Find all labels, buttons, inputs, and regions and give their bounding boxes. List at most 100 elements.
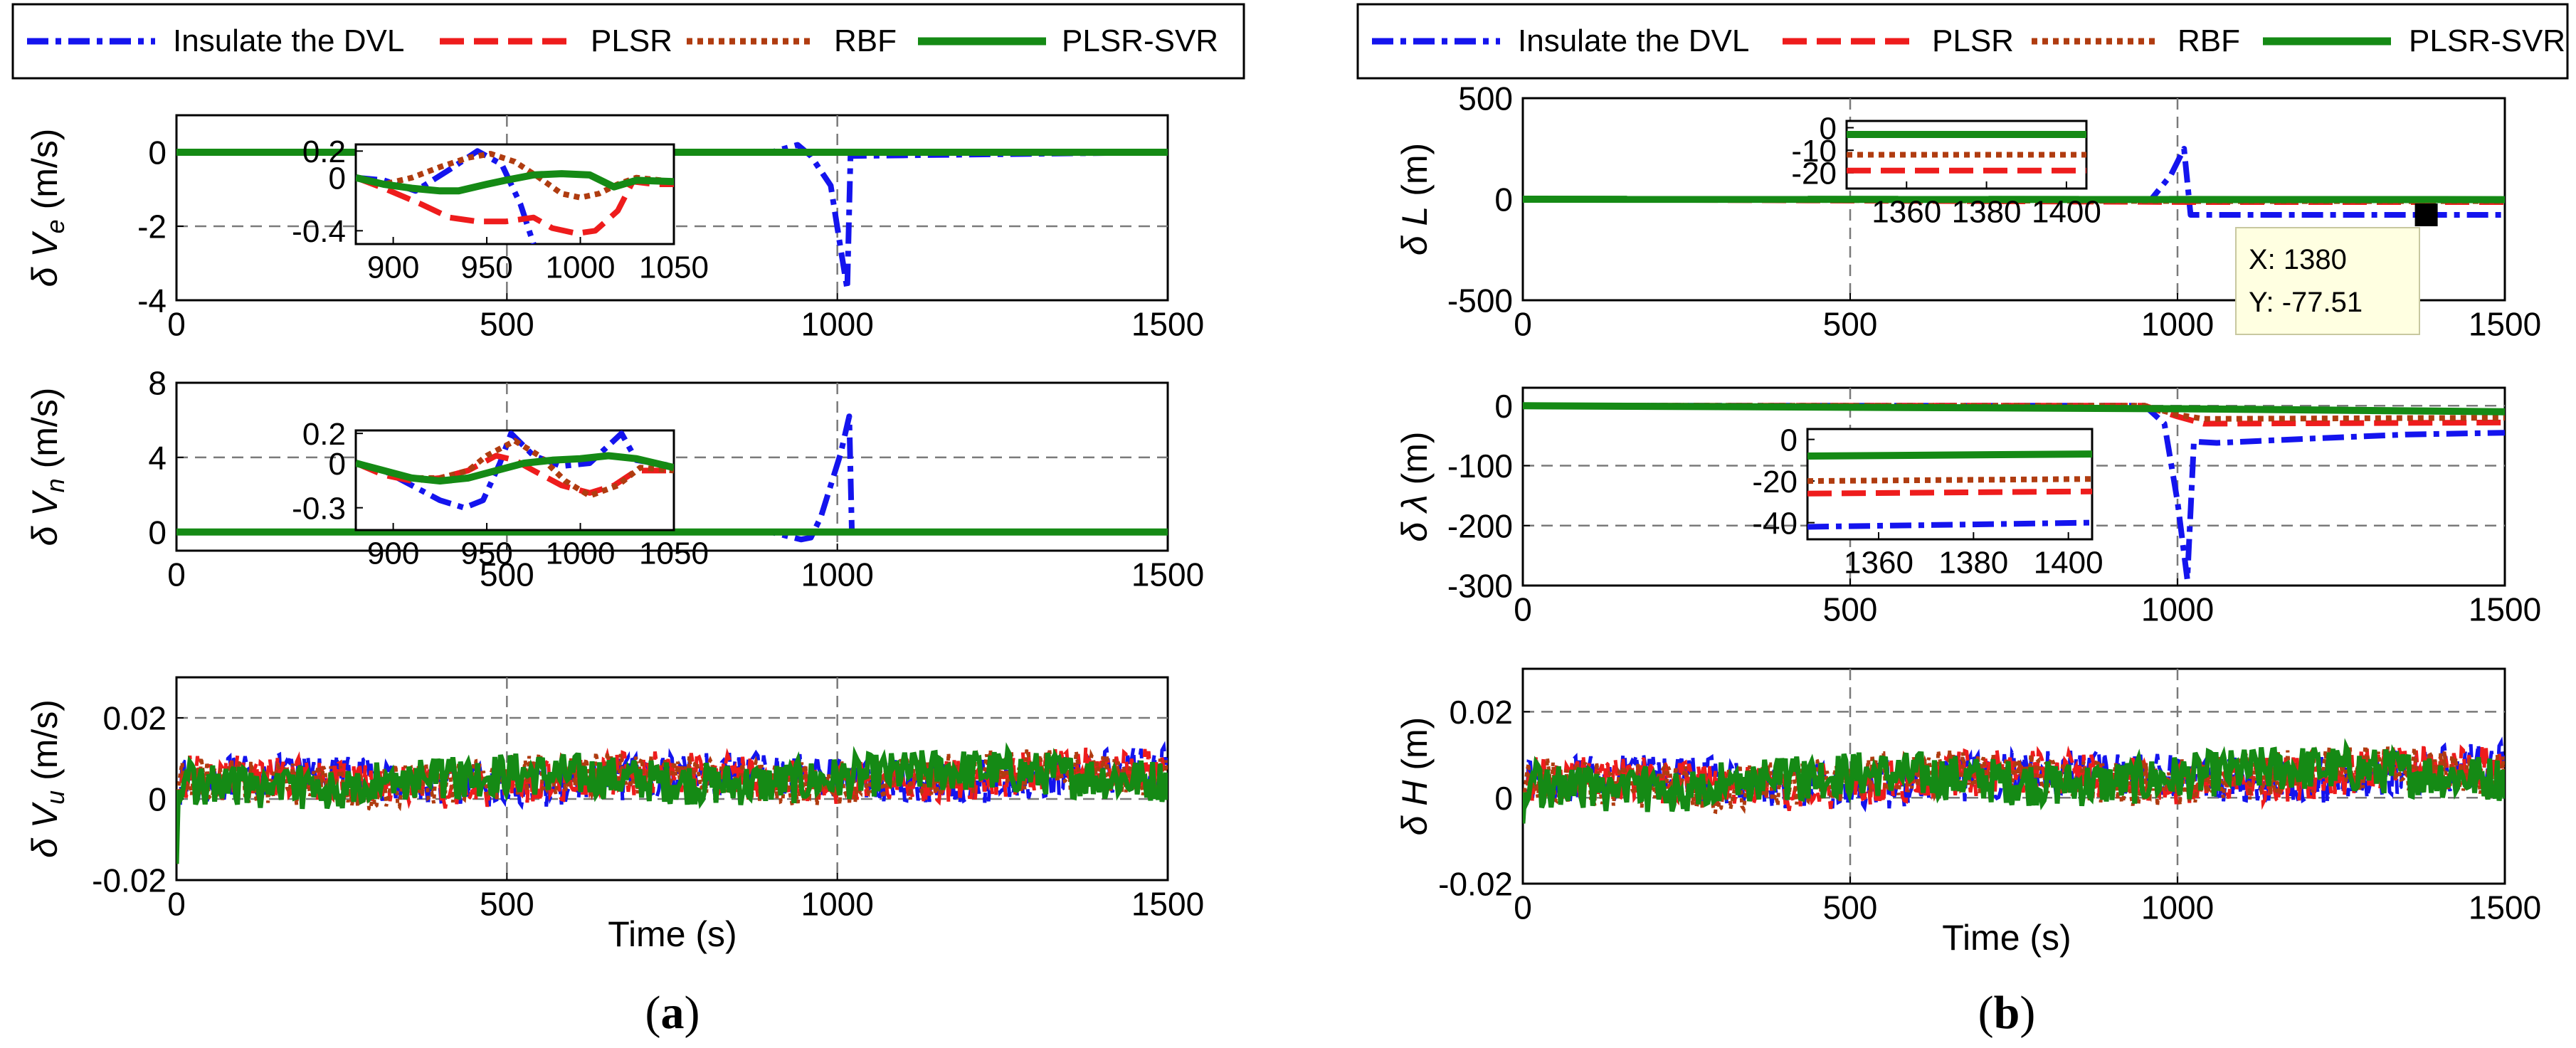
chart-a2-ytick-label: 4: [148, 439, 167, 476]
x-axis-title-a: Time (s): [608, 914, 737, 954]
chart-b1-inset-xtick-label: 1380: [1952, 195, 2022, 230]
chart-b2-inset-series-rbf: [1807, 476, 2092, 485]
chart-b1-datatip-box[interactable]: [2235, 227, 2420, 335]
legend-b: Insulate the DVL PLSR RBF PLSR-SVR: [1356, 3, 2569, 80]
chart-a2-xtick-label: 500: [480, 556, 534, 593]
chart-b2-series-rbf: [1523, 403, 2505, 422]
chart-a1-inset-series-plsr: [356, 174, 674, 237]
chart-b3-xtick-label: 1000: [2141, 889, 2214, 926]
chart-b1-inset-ytick-label: -10: [1791, 134, 1837, 169]
panel-label-a: (a): [645, 987, 700, 1039]
chart-b3-xtick-label: 0: [1514, 889, 1532, 926]
chart-b1-inset-ytick-label: 0: [1820, 111, 1837, 146]
chart-b2-ytick-label: -200: [1447, 507, 1513, 544]
panel-label-b: (b): [1978, 987, 2036, 1039]
chart-b2-inset-xtick-label: 1400: [2034, 546, 2103, 581]
chart-b3-ytick-label: 0: [1494, 780, 1513, 817]
legend-b-plsr-label: PLSR: [1932, 23, 2014, 58]
chart-a1-ytick-label: -2: [137, 208, 167, 245]
chart-b1-datatip-x: X: 1380: [2249, 244, 2347, 275]
chart-b2-inset-ytick-label: 0: [1780, 423, 1798, 457]
chart-b2-inset-ytick-label: -40: [1752, 506, 1798, 541]
chart-b1-inset-xtick-label: 1400: [2032, 195, 2101, 230]
chart-a1-inset-xtick-label: 1050: [639, 250, 709, 285]
chart-a1-inset-series-plsr-svr: [356, 170, 674, 195]
chart-a3-xtick-label: 0: [167, 886, 186, 923]
chart-a2-inset-ytick-label: 0.2: [302, 417, 346, 452]
chart-a3-xtick-label: 500: [480, 886, 534, 923]
legend-a-dvl-label: Insulate the DVL: [173, 23, 404, 58]
chart-a2-ytick-label: 0: [148, 514, 167, 551]
chart-b2-ylabel: δ λ (m): [1395, 431, 1435, 541]
chart-b3-series-plsr-svr: [1523, 738, 2505, 824]
plots: 0 500 1000 1500 0 -2 -4 δ Ve (m/s) 900 950 1000 105…: [25, 80, 2541, 926]
chart-b1-xtick-label: 0: [1514, 306, 1532, 343]
chart-a1-inset-ytick-label: 0.2: [302, 134, 346, 169]
chart-b1-ytick-label: 0: [1494, 181, 1513, 218]
chart-a1-inset-axes: 900 950 1000 1050 0.20 -0.4: [292, 134, 709, 285]
chart-b3-ytick-label: 0.02: [1449, 694, 1513, 731]
chart-b1-series-plsr-svr: [1523, 196, 2505, 203]
chart-b3-xtick-label: 500: [1823, 889, 1878, 926]
chart-a1-inset-ytick-label: 0: [329, 162, 346, 196]
chart-b1-xtick-label: 1000: [2141, 306, 2214, 343]
chart-a1-xtick-label: 500: [480, 306, 534, 343]
chart-b2-inset-series-insulate-the-dvl: [1807, 519, 2092, 530]
chart-a2-inset-ytick-label: -0.3: [292, 491, 346, 526]
legend-b-svr-label: PLSR-SVR: [2409, 23, 2565, 58]
chart-b3-ylabel: δ H (m): [1395, 717, 1435, 836]
chart-b2-xtick-label: 1500: [2469, 591, 2541, 628]
chart-a2-ytick-label: 8: [148, 365, 167, 402]
chart-a2-inset-xtick-label: 950: [460, 536, 512, 571]
legend-a-rbf-label: RBF: [834, 23, 897, 58]
chart-a2-inset-xtick-label: 900: [367, 536, 419, 571]
chart-a3-xtick-label: 1000: [801, 886, 873, 923]
chart-b1-ylabel: δ L (m): [1395, 143, 1435, 255]
chart-b1-inset-xtick-label: 1360: [1872, 195, 1941, 230]
chart-b2-inset-series-plsr: [1807, 488, 2092, 497]
chart-b1-ytick-label: -500: [1447, 282, 1513, 319]
chart-b3-xtick-label: 1500: [2469, 889, 2541, 926]
legend-a-plsr-label: PLSR: [591, 23, 672, 58]
chart-a3-ytick-label: 0: [148, 781, 167, 818]
legend-b-dvl-label: Insulate the DVL: [1518, 23, 1749, 58]
chart-a1-inset-xtick-label: 900: [367, 250, 419, 285]
chart-a3-series-plsr-svr: [176, 742, 1168, 864]
chart-b2-xtick-label: 500: [1823, 591, 1878, 628]
chart-a2-inset-xtick-label: 1000: [546, 536, 616, 571]
chart-a1-ylabel: δ Ve (m/s): [25, 129, 70, 287]
chart-b2-series-plsr-svr: [1523, 402, 2505, 416]
chart-a1-series-insulate-the-dvl: [176, 142, 1168, 292]
chart-a1-xtick-label: 1000: [801, 306, 873, 343]
chart-a3-xtick-label: 1500: [1131, 886, 1204, 923]
chart-b2-series-insulate-the-dvl: [1523, 403, 2505, 583]
chart-b2-ytick-label: -300: [1447, 568, 1513, 605]
chart-b2-xtick-label: 0: [1514, 591, 1532, 628]
x-axis-title-b: Time (s): [1942, 918, 2071, 958]
chart-b2-xtick-label: 1000: [2141, 591, 2214, 628]
chart-a1-xtick-label: 1500: [1131, 306, 1204, 343]
chart-a1-ytick-label: 0: [148, 134, 167, 171]
chart-b3-ytick-label: -0.02: [1438, 866, 1513, 903]
chart-b1-datatip-marker[interactable]: [2414, 203, 2438, 227]
chart-b2-inset-xtick-label: 1380: [1938, 546, 2008, 581]
chart-b2-ytick-label: -100: [1447, 448, 1513, 485]
chart-a1-inset-xtick-label: 950: [460, 250, 512, 285]
chart-a1-ytick-label: -4: [137, 282, 167, 319]
chart-a3-ylabel: δ Vu (m/s): [25, 699, 70, 858]
chart-b1-xtick-label: 1500: [2469, 306, 2541, 343]
chart-b2-inset-series-plsr-svr: [1807, 450, 2092, 460]
chart-b2-ytick-label: 0: [1494, 388, 1513, 425]
chart-a2-inset-ytick-label: 0: [329, 447, 346, 482]
chart-a2-inset-series-plsr-svr: [356, 452, 674, 485]
chart-a2-inset-xtick-label: 1050: [639, 536, 709, 571]
chart-a2-xtick-label: 0: [167, 556, 186, 593]
chart-a2-inset-series-insulate-the-dvl: [356, 430, 674, 511]
chart-a2-xtick-label: 1000: [801, 556, 873, 593]
chart-b1-inset-ytick-label: -20: [1791, 157, 1837, 191]
legend-a-svr-label: PLSR-SVR: [1062, 23, 1218, 58]
chart-a1-inset-xtick-label: 1000: [546, 250, 616, 285]
chart-b2-inset-xtick-label: 1360: [1844, 546, 1913, 581]
chart-a2-ylabel: δ Vn (m/s): [25, 388, 70, 546]
